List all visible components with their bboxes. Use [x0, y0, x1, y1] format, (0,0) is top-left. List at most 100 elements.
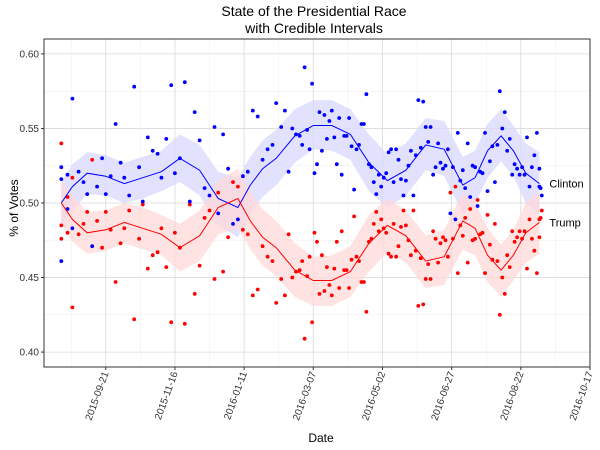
poll-point-clinton	[446, 147, 450, 152]
poll-point-trump	[475, 198, 480, 202]
poll-point-clinton	[374, 192, 379, 197]
poll-point-trump	[90, 157, 95, 162]
poll-point-trump	[502, 292, 507, 296]
poll-point-clinton	[495, 143, 500, 147]
poll-point-trump	[436, 260, 440, 265]
poll-point-trump	[310, 320, 314, 325]
poll-point-clinton	[59, 177, 64, 182]
poll-point-clinton	[59, 259, 64, 263]
poll-point-clinton	[535, 131, 539, 135]
poll-point-clinton	[475, 204, 480, 208]
poll-point-clinton	[279, 125, 284, 129]
poll-point-clinton	[302, 65, 307, 70]
poll-point-clinton	[274, 101, 279, 105]
poll-point-trump	[404, 223, 408, 228]
poll-point-trump	[495, 259, 500, 263]
poll-point-clinton	[140, 199, 145, 204]
credible-band-clinton	[61, 100, 540, 238]
poll-point-trump	[322, 289, 327, 293]
poll-point-trump	[453, 184, 458, 189]
poll-point-trump	[212, 277, 217, 281]
poll-point-trump	[279, 277, 284, 281]
poll-point-clinton	[527, 184, 532, 189]
poll-point-trump	[488, 242, 492, 247]
poll-point-clinton	[216, 211, 221, 216]
poll-point-trump	[446, 254, 450, 259]
poll-point-clinton	[354, 147, 359, 152]
poll-point-clinton	[409, 148, 413, 153]
poll-point-trump	[59, 141, 64, 146]
poll-point-clinton	[347, 116, 351, 120]
poll-point-trump	[302, 336, 307, 341]
poll-point-trump	[364, 309, 369, 314]
poll-point-clinton	[502, 110, 507, 114]
poll-point-clinton	[538, 186, 543, 191]
poll-point-trump	[354, 254, 359, 259]
poll-point-clinton	[95, 184, 99, 189]
y-tick-label: 0.60	[20, 49, 40, 60]
poll-point-trump	[315, 239, 319, 244]
poll-point-trump	[349, 257, 354, 262]
poll-point-trump	[389, 254, 393, 259]
x-axis-label: Date	[308, 431, 334, 445]
poll-point-clinton	[411, 193, 416, 198]
poll-point-clinton	[510, 172, 515, 177]
series-label-clinton: Clinton	[549, 179, 583, 191]
poll-point-trump	[81, 222, 86, 226]
poll-point-clinton	[505, 148, 510, 153]
poll-point-trump	[325, 265, 329, 269]
poll-point-clinton	[352, 187, 356, 192]
poll-point-clinton	[159, 175, 164, 180]
poll-point-clinton	[522, 172, 527, 177]
poll-point-trump	[465, 260, 470, 265]
poll-point-clinton	[364, 92, 369, 97]
poll-point-trump	[202, 216, 207, 220]
poll-point-trump	[473, 236, 477, 241]
poll-point-clinton	[517, 172, 522, 177]
poll-point-trump	[423, 277, 428, 281]
poll-point-clinton	[312, 171, 317, 176]
poll-point-clinton	[137, 165, 142, 170]
poll-point-clinton	[207, 193, 212, 198]
poll-point-clinton	[307, 147, 312, 152]
poll-point-clinton	[436, 141, 440, 146]
poll-point-clinton	[212, 125, 217, 129]
poll-point-trump	[108, 227, 113, 232]
poll-point-clinton	[290, 126, 295, 131]
poll-point-trump	[532, 248, 537, 253]
poll-point-trump	[416, 304, 421, 308]
poll-point-clinton	[65, 172, 70, 177]
poll-point-trump	[192, 292, 197, 296]
poll-point-trump	[283, 293, 287, 298]
poll-point-trump	[500, 275, 505, 280]
poll-point-clinton	[118, 160, 123, 165]
poll-point-trump	[286, 232, 291, 237]
poll-point-trump	[270, 259, 275, 263]
poll-point-clinton	[81, 180, 86, 185]
poll-point-clinton	[344, 134, 349, 138]
poll-point-clinton	[122, 175, 127, 180]
poll-point-trump	[510, 229, 515, 234]
poll-point-clinton	[404, 178, 408, 183]
poll-point-clinton	[539, 193, 544, 198]
chart-title: State of the Presidential Race	[221, 3, 406, 19]
poll-point-trump	[517, 229, 522, 234]
poll-point-trump	[409, 253, 413, 258]
poll-point-clinton	[339, 172, 344, 177]
poll-point-clinton	[468, 195, 473, 199]
poll-point-trump	[525, 266, 529, 271]
poll-point-clinton	[448, 211, 453, 216]
poll-point-clinton	[391, 180, 396, 185]
poll-point-clinton	[473, 165, 477, 170]
poll-point-trump	[374, 210, 379, 214]
poll-point-clinton	[500, 126, 505, 131]
poll-point-trump	[70, 305, 75, 310]
poll-point-clinton	[431, 172, 435, 177]
poll-point-trump	[118, 241, 123, 246]
poll-point-clinton	[362, 122, 366, 126]
poll-point-trump	[140, 202, 145, 207]
poll-point-clinton	[349, 144, 354, 149]
poll-point-trump	[347, 286, 351, 290]
poll-point-trump	[312, 230, 317, 235]
